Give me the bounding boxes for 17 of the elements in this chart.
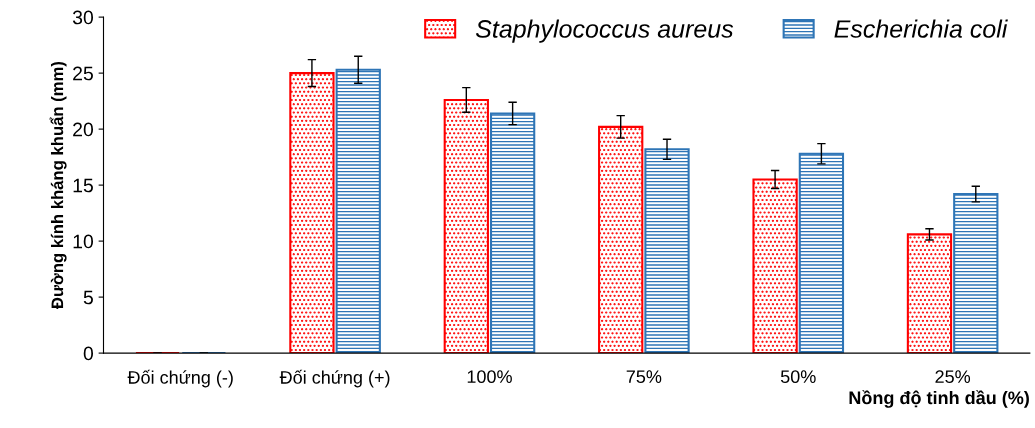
y-tick-label: 10 (73, 234, 94, 249)
x-tick-label: Đối chứng (+) (279, 369, 390, 388)
legend-label: Escherichia coli (834, 19, 1008, 38)
y-tick-label: 25 (73, 66, 93, 81)
legend-label: Staphylococcus aureus (475, 19, 734, 43)
x-tick-label: Đối chứng (-) (127, 369, 233, 388)
y-tick-label: 20 (73, 122, 94, 137)
x-tick-label: 50% (780, 370, 816, 384)
y-tick-label: 5 (83, 290, 93, 305)
x-tick-label: 75% (626, 370, 662, 384)
y-tick-label: 30 (72, 10, 94, 25)
x-tick-label: 25% (935, 370, 971, 384)
y-tick-label: 0 (83, 346, 94, 361)
x-tick-label: 100% (467, 370, 512, 384)
y-axis-title: Đường kính kháng khuẩn (mm) (49, 61, 67, 310)
x-axis-title: Nồng độ tinh dầu (%) (849, 390, 1029, 408)
y-tick-label: 15 (73, 178, 93, 193)
